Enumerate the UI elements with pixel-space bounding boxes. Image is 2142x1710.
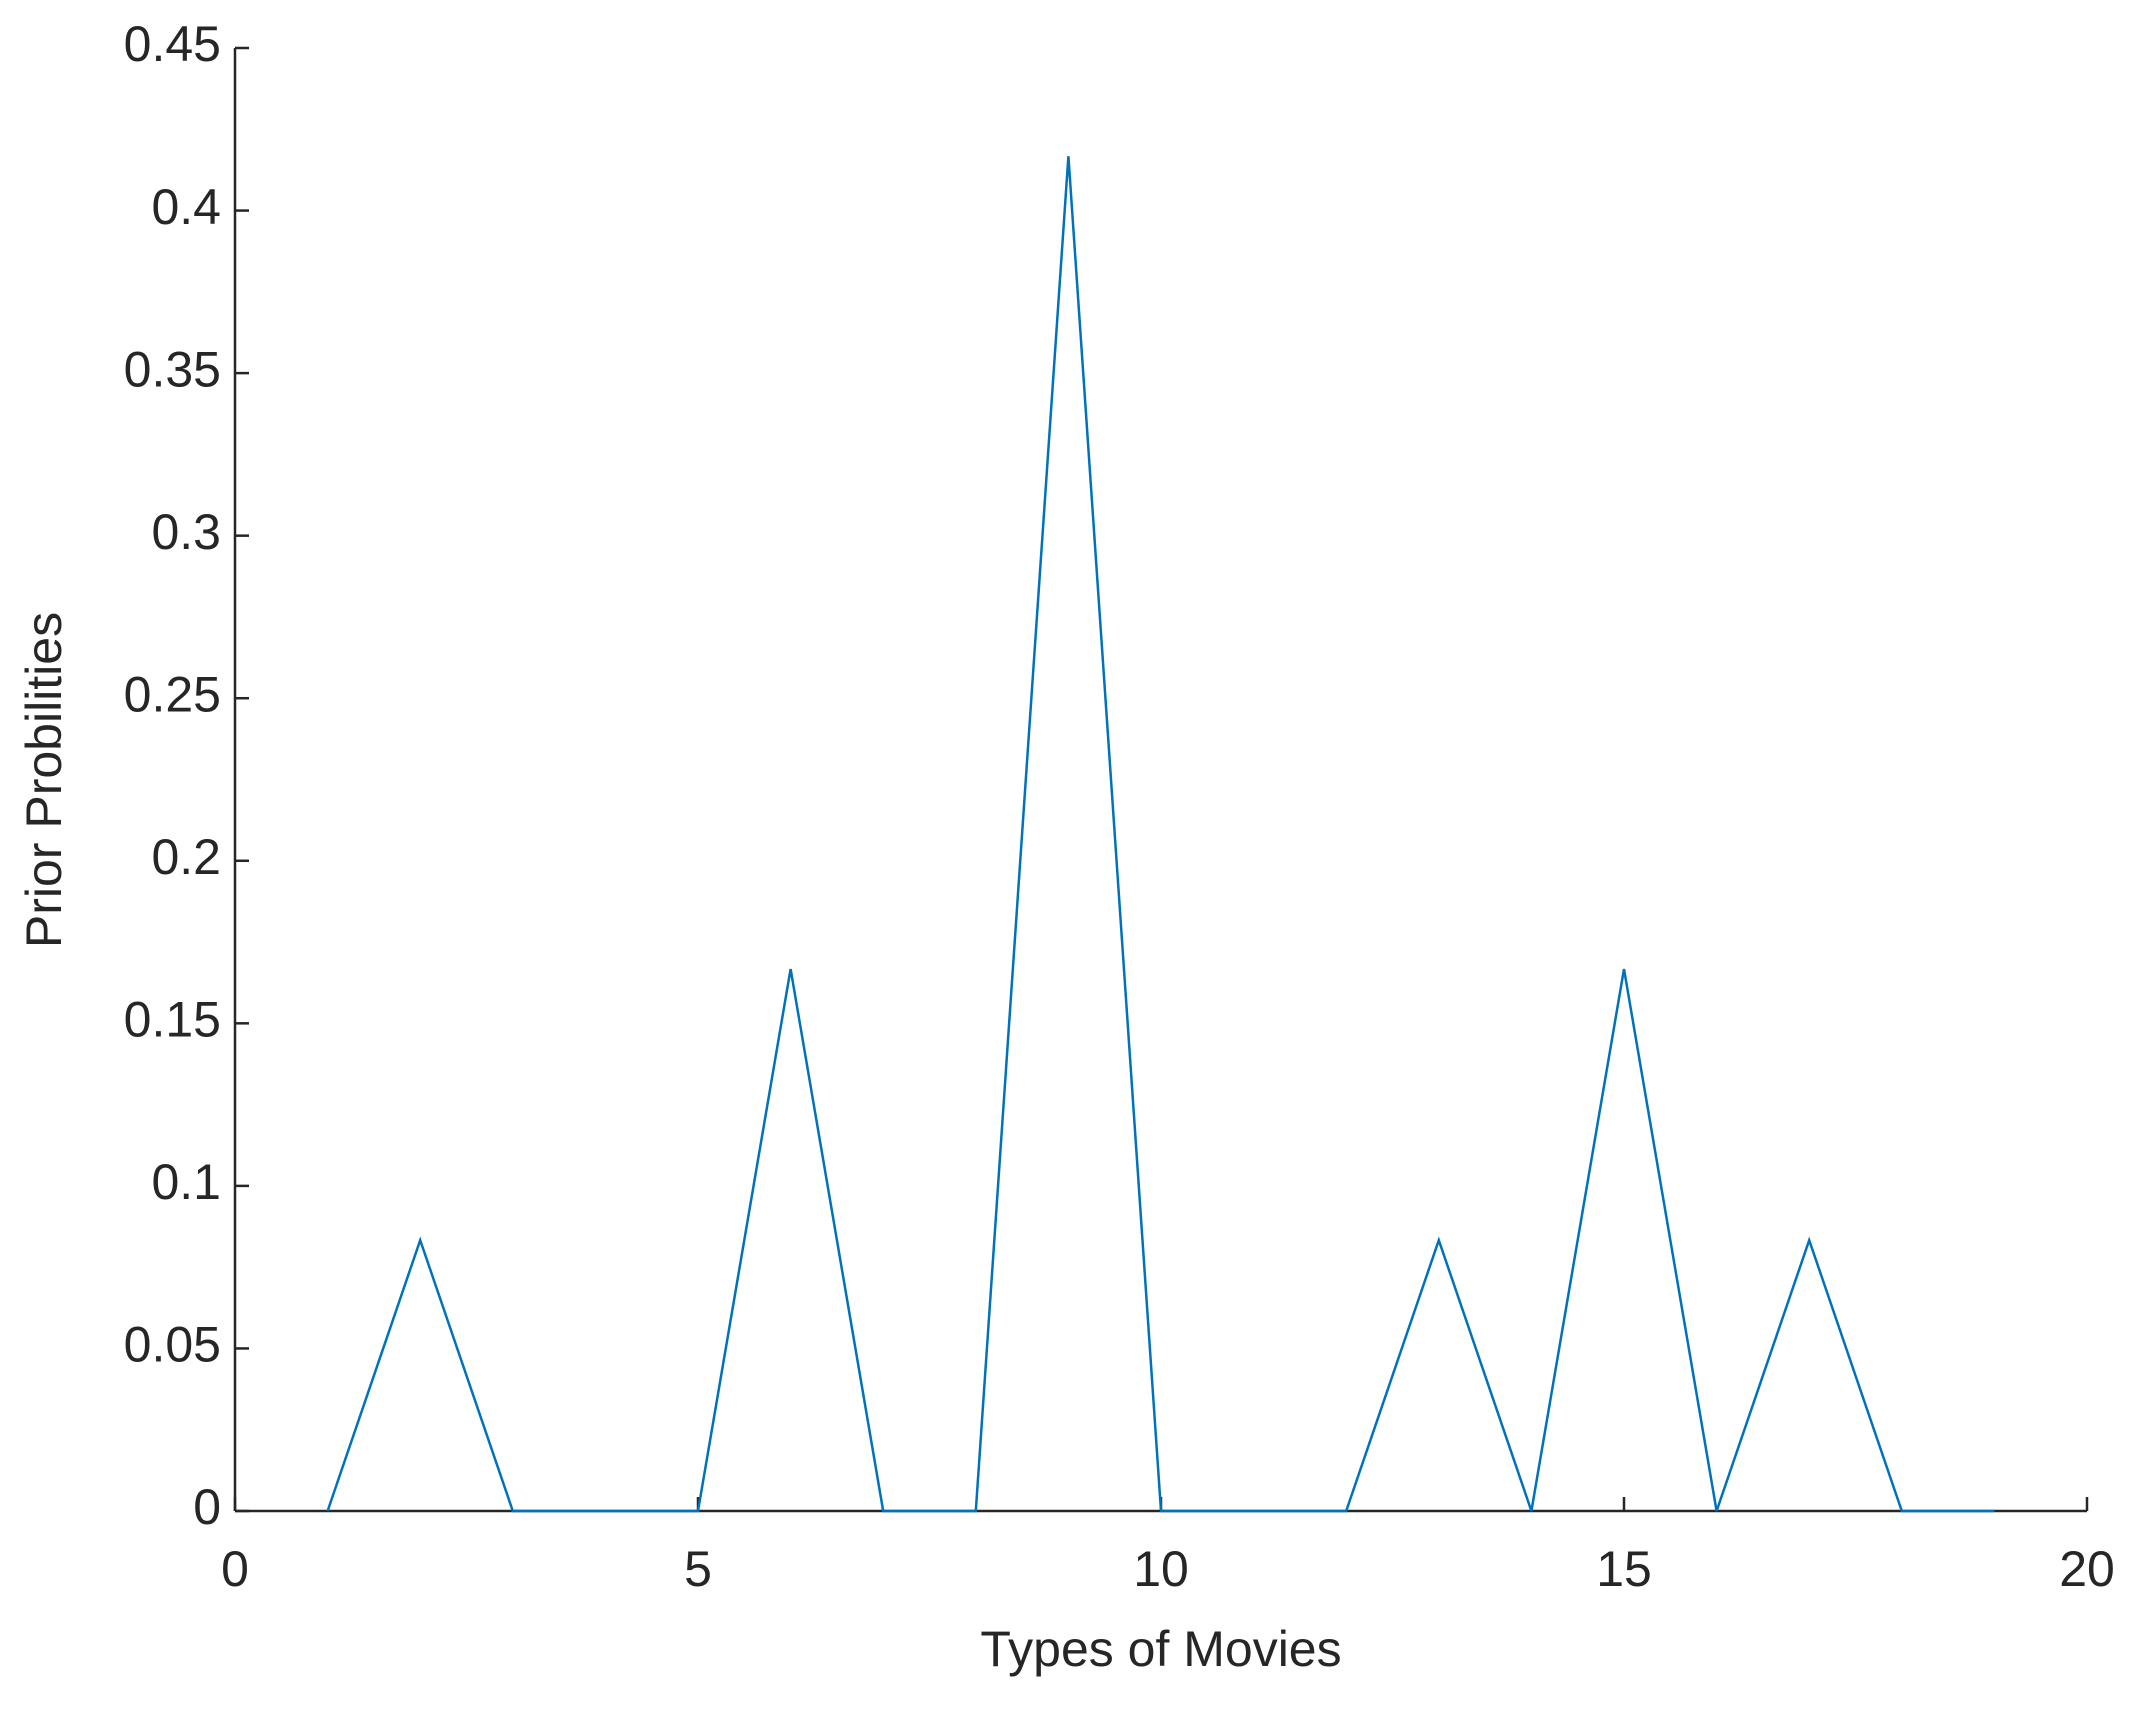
y-tick-label: 0.05 [124, 1317, 221, 1373]
y-tick-label: 0.2 [151, 829, 221, 885]
x-axis-label: Types of Movies [980, 1621, 1341, 1677]
y-tick-label: 0 [193, 1479, 221, 1535]
y-tick-label: 0.3 [151, 504, 221, 560]
y-axis-label: Prior Probilities [16, 612, 72, 948]
y-tick-label: 0.45 [124, 16, 221, 72]
x-tick-label: 10 [1133, 1541, 1189, 1597]
x-tick-label: 0 [221, 1541, 249, 1597]
y-tick-label: 0.35 [124, 341, 221, 397]
x-tick-label: 15 [1596, 1541, 1652, 1597]
x-tick-label: 5 [684, 1541, 712, 1597]
x-tick-label: 20 [2059, 1541, 2115, 1597]
data-line [326, 156, 1995, 1513]
y-tick-label: 0.1 [151, 1154, 221, 1210]
y-tick-label: 0.25 [124, 666, 221, 722]
y-tick-label: 0.15 [124, 992, 221, 1048]
y-tick-label: 0.4 [151, 179, 221, 235]
